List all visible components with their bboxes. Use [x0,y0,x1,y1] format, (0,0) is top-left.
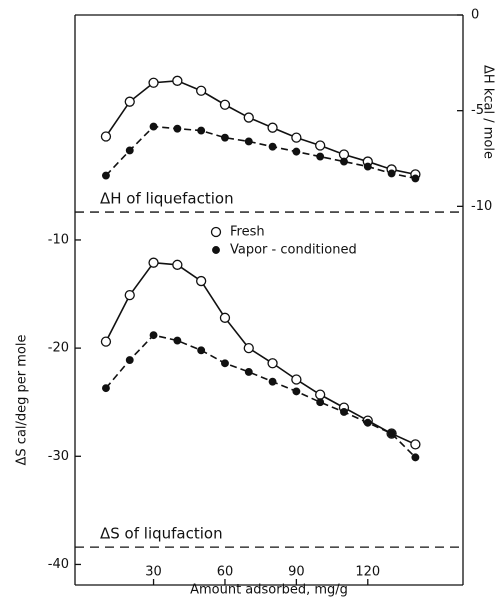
data-point [363,418,372,427]
y-tick-label: -10 [48,232,69,247]
y2-axis-label: ΔH kcal / mole [481,65,496,159]
data-point [219,312,231,323]
y-tick-label: -20 [48,341,69,356]
x-axis-label: Amount adsorbed, mg/g [190,583,348,598]
legend-label: Fresh [230,225,265,240]
data-point [221,359,229,368]
data-point [149,331,158,340]
y-tick-label: -5 [471,103,484,118]
data-point [316,152,325,161]
data-point [268,142,277,151]
legend-marker [212,246,220,254]
data-point [219,99,231,110]
data-point [363,162,372,171]
data-point [340,157,348,166]
legend-marker [210,226,222,238]
legend-label: Vapor - conditioned [230,243,357,258]
data-point [124,289,135,301]
data-point [173,124,182,133]
data-point [124,96,135,107]
data-point [244,367,253,376]
data-point [148,257,159,268]
data-point [196,85,207,96]
x-tick-label: 120 [355,565,380,580]
series-line [105,334,416,458]
data-point [410,439,421,450]
data-point [101,171,110,180]
y-tick-label: -40 [48,557,69,572]
data-point [267,122,278,133]
y-tick-label: -30 [48,449,69,464]
data-point [340,407,348,416]
data-point [196,275,207,287]
y-axis-label: ΔS cal/deg per mole [15,335,30,466]
data-point [411,453,420,462]
data-point [291,132,302,143]
data-point [100,131,112,142]
y-tick-label: 0 [471,8,479,23]
data-point [197,346,206,355]
data-point [387,429,396,438]
data-point [267,358,278,369]
data-point [125,146,134,155]
data-point [244,137,253,146]
data-point [172,75,183,86]
data-point [101,384,110,393]
data-point [148,77,159,88]
data-point [291,374,302,385]
data-point [292,387,301,396]
data-point [243,342,254,354]
y-tick-label: -10 [471,199,492,214]
x-tick-label: 30 [145,565,162,580]
series-line [105,125,416,180]
reference-label: ΔS of liqufaction [100,525,223,543]
data-point [125,356,134,364]
data-point [387,169,396,178]
data-point [292,147,301,156]
data-point [173,336,182,345]
data-point [197,126,206,135]
data-point [100,336,112,347]
data-point [411,174,420,183]
data-point [315,140,326,151]
data-point [268,377,277,386]
x-tick-label: 90 [288,565,305,580]
data-point [149,122,158,131]
data-point [316,398,325,407]
x-tick-label: 60 [217,565,234,580]
data-point [221,133,229,142]
data-point [315,389,326,400]
data-point [172,259,183,270]
reference-label: ΔH of liquefaction [100,190,234,208]
data-point [243,112,254,123]
